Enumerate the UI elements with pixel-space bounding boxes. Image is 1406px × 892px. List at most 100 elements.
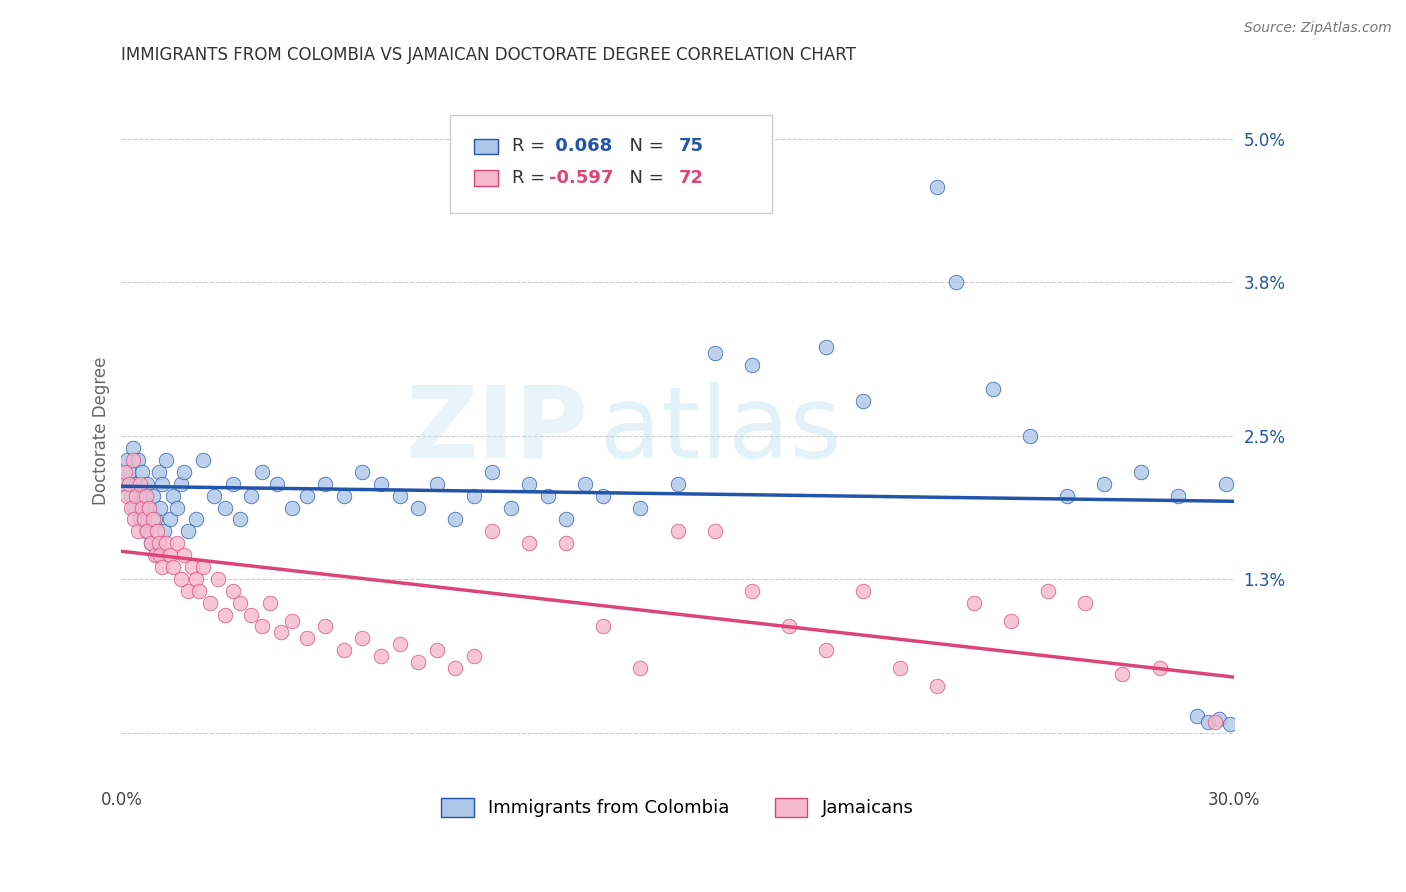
Point <box>177 583 200 598</box>
Text: N =: N = <box>617 137 669 155</box>
Point <box>1208 712 1230 726</box>
Text: IMMIGRANTS FROM COLOMBIA VS JAMAICAN DOCTORATE DEGREE CORRELATION CHART: IMMIGRANTS FROM COLOMBIA VS JAMAICAN DOC… <box>121 46 856 64</box>
Point <box>1219 717 1241 731</box>
Point <box>852 583 875 598</box>
Point <box>963 596 986 610</box>
Point <box>148 536 170 550</box>
Point <box>131 465 153 479</box>
Point <box>814 340 837 354</box>
Point <box>555 536 578 550</box>
Point <box>314 619 336 633</box>
Point <box>281 614 304 628</box>
Point <box>852 393 875 408</box>
Point <box>574 476 596 491</box>
Point <box>481 465 503 479</box>
Point <box>129 512 152 526</box>
Text: atlas: atlas <box>600 382 841 479</box>
Text: -0.597: -0.597 <box>548 169 613 186</box>
Point <box>142 512 165 526</box>
Point <box>517 476 540 491</box>
Point <box>124 512 146 526</box>
Point <box>1056 489 1078 503</box>
Point <box>120 489 142 503</box>
Point <box>388 637 411 651</box>
Point <box>159 512 181 526</box>
Point <box>1215 476 1237 491</box>
Point <box>155 453 177 467</box>
Point <box>927 179 949 194</box>
Point <box>127 524 149 539</box>
Point <box>188 583 211 598</box>
Point <box>1130 465 1153 479</box>
Point <box>139 536 162 550</box>
Point <box>159 548 181 562</box>
Point <box>153 524 176 539</box>
Point <box>166 500 188 515</box>
Point <box>388 489 411 503</box>
Point <box>121 453 143 467</box>
Text: 0.068: 0.068 <box>548 137 612 155</box>
Point <box>444 512 467 526</box>
Point <box>281 500 304 515</box>
Point <box>191 560 214 574</box>
Point <box>129 476 152 491</box>
Point <box>889 661 911 675</box>
Point <box>214 607 236 622</box>
Point <box>1000 614 1022 628</box>
Point <box>240 489 263 503</box>
Point <box>139 536 162 550</box>
Point <box>1167 489 1189 503</box>
Point <box>170 572 193 586</box>
Point <box>741 583 763 598</box>
Point <box>945 275 967 289</box>
Text: 75: 75 <box>679 137 703 155</box>
Point <box>121 441 143 455</box>
Point <box>1111 667 1133 681</box>
Text: Source: ZipAtlas.com: Source: ZipAtlas.com <box>1244 21 1392 36</box>
FancyBboxPatch shape <box>450 115 772 213</box>
Point <box>162 560 184 574</box>
Point <box>703 524 725 539</box>
Point <box>221 476 243 491</box>
Text: R =: R = <box>512 137 551 155</box>
Point <box>259 596 281 610</box>
Point <box>115 489 138 503</box>
Point <box>221 583 243 598</box>
Text: 72: 72 <box>679 169 703 186</box>
Point <box>666 476 689 491</box>
Point <box>981 382 1004 396</box>
Point <box>136 476 159 491</box>
Point <box>352 632 374 646</box>
Point <box>184 512 207 526</box>
Point <box>1074 596 1097 610</box>
Point <box>135 524 157 539</box>
Point <box>406 655 429 669</box>
Point <box>114 465 136 479</box>
Point <box>145 524 167 539</box>
Point <box>136 524 159 539</box>
Point <box>666 524 689 539</box>
Point <box>150 560 173 574</box>
Point <box>406 500 429 515</box>
Point <box>444 661 467 675</box>
Point <box>191 453 214 467</box>
Point <box>166 536 188 550</box>
Point <box>131 500 153 515</box>
Point <box>703 346 725 360</box>
Point <box>118 465 141 479</box>
Point <box>630 500 652 515</box>
Point <box>741 358 763 372</box>
Text: N =: N = <box>617 169 669 186</box>
Point <box>314 476 336 491</box>
Point <box>132 512 155 526</box>
Point <box>778 619 800 633</box>
Point <box>149 500 172 515</box>
Point <box>1092 476 1115 491</box>
Point <box>463 489 485 503</box>
Text: R =: R = <box>512 169 551 186</box>
Point <box>266 476 288 491</box>
Point <box>426 643 449 657</box>
Y-axis label: Doctorate Degree: Doctorate Degree <box>93 356 110 505</box>
Point <box>143 512 166 526</box>
Point <box>177 524 200 539</box>
